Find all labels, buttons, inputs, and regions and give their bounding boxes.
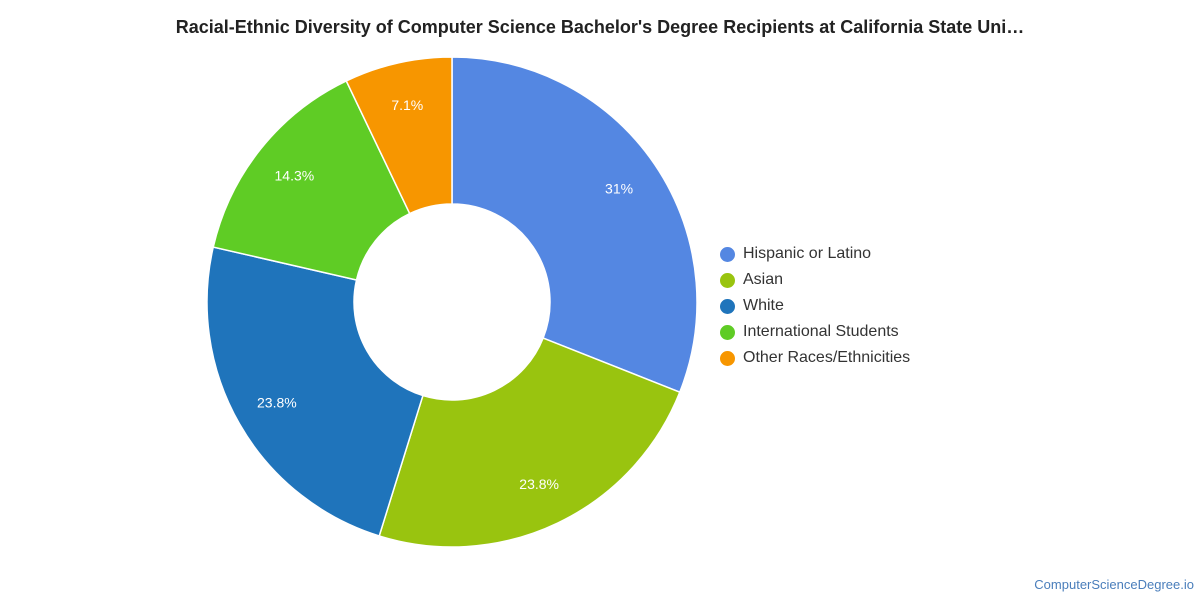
slice-value-label: 23.8% <box>257 395 297 411</box>
slice-international-students <box>212 79 411 281</box>
slice-other-races-ethnicities <box>345 56 453 215</box>
legend-label: Asian <box>743 271 784 288</box>
legend-item: International Students <box>720 319 910 345</box>
legend-label: International Students <box>743 323 899 340</box>
legend-swatch <box>720 324 735 340</box>
chart-legend: Hispanic or Latino Asian White Internationa… <box>720 241 910 371</box>
slice-value-label: 31% <box>605 180 633 196</box>
slice-white <box>206 246 424 537</box>
legend-item: Hispanic or Latino <box>720 241 910 267</box>
legend-item: White <box>720 293 910 319</box>
legend-item: Asian <box>720 267 910 293</box>
legend-label: White <box>743 297 784 314</box>
donut-chart: 31% 23.8% 23.8% 14.3% 7.1% <box>206 56 698 548</box>
legend-label: Other Races/Ethnicities <box>743 349 911 366</box>
slice-value-label: 7.1% <box>391 97 423 113</box>
slice-value-label: 14.3% <box>275 168 315 184</box>
slice-asian <box>378 337 681 548</box>
slice-value-label: 23.8% <box>519 476 559 492</box>
legend-label: Hispanic or Latino <box>743 245 872 262</box>
chart-title: Racial-Ethnic Diversity of Computer Scie… <box>175 17 1025 37</box>
legend-swatch <box>720 350 735 366</box>
legend-swatch <box>720 272 735 288</box>
site-credit: ComputerScienceDegree.io <box>1034 577 1194 592</box>
slice-hispanic-or-latino <box>451 56 698 394</box>
legend-item: Other Races/Ethnicities <box>720 345 910 371</box>
legend-swatch <box>720 298 735 314</box>
legend-swatch <box>720 246 735 262</box>
